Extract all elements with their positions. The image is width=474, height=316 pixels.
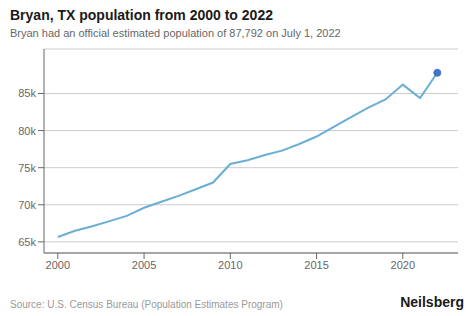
html-text:Source: U.S. Census Bureau (Po: Source: U.S. Census Bureau (Population E… xyxy=(10,299,283,310)
svg-text:85k: 85k xyxy=(18,87,36,99)
svg-text:2000: 2000 xyxy=(46,259,70,271)
svg-text:2010: 2010 xyxy=(218,259,242,271)
html-text:Bryan, TX population from 2000: Bryan, TX population from 2000 to 2022 xyxy=(10,7,273,23)
svg-text:2005: 2005 xyxy=(132,259,156,271)
svg-text:80k: 80k xyxy=(18,125,36,137)
svg-text:70k: 70k xyxy=(18,199,36,211)
svg-text:65k: 65k xyxy=(18,236,36,248)
svg-text:2015: 2015 xyxy=(304,259,328,271)
svg-text:2020: 2020 xyxy=(391,259,415,271)
html-text:Neilsberg: Neilsberg xyxy=(400,294,464,310)
svg-text:75k: 75k xyxy=(18,162,36,174)
html-text:Bryan had an official estimate: Bryan had an official estimated populati… xyxy=(10,27,341,39)
